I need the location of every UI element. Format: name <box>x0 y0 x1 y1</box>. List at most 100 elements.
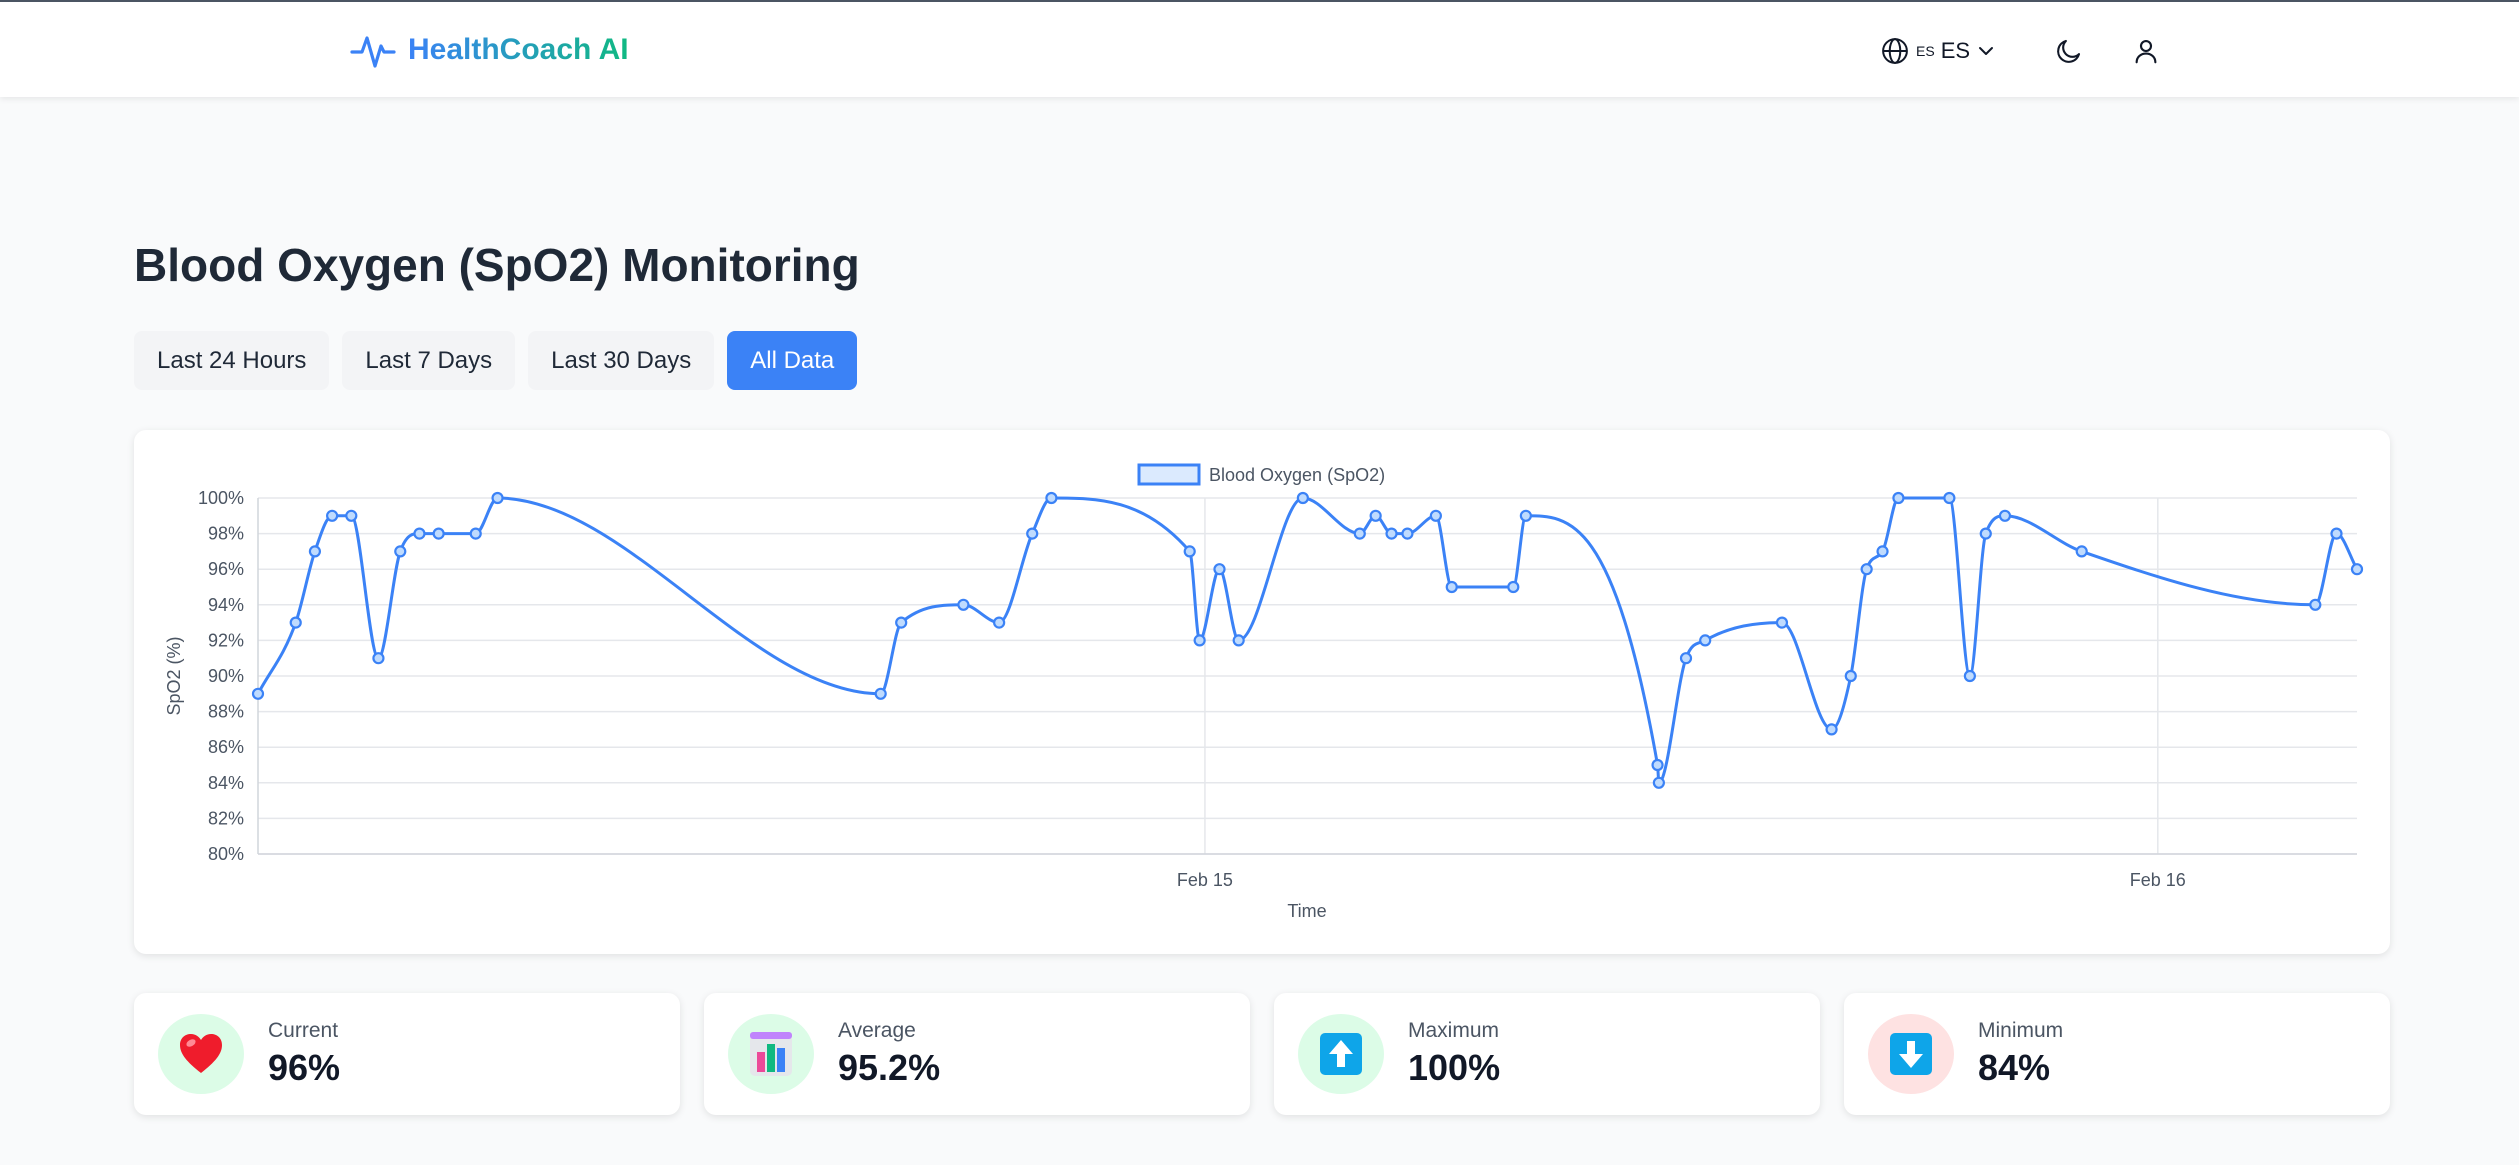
dark-mode-toggle[interactable] <box>2050 32 2088 70</box>
data-point[interactable] <box>1183 545 1196 558</box>
stat-card-maximum: Maximum 100% <box>1274 993 1820 1115</box>
data-point[interactable] <box>1860 563 1873 576</box>
data-point[interactable] <box>1963 669 1976 683</box>
moon-icon <box>2057 39 2081 63</box>
data-point[interactable] <box>1519 509 1532 522</box>
data-point[interactable] <box>1045 491 1058 505</box>
data-point[interactable] <box>1825 723 1838 736</box>
tab-all-data[interactable]: All Data <box>727 331 858 390</box>
data-point[interactable] <box>2350 563 2364 576</box>
data-point[interactable] <box>1844 669 1857 683</box>
y-tick-label: 96% <box>208 559 244 579</box>
user-icon <box>2135 39 2157 64</box>
y-tick-label: 86% <box>208 737 244 757</box>
legend-swatch <box>1137 463 1201 486</box>
y-tick-label: 100% <box>198 488 244 508</box>
stat-label: Average <box>838 1019 916 1042</box>
data-point[interactable] <box>993 616 1006 629</box>
data-point[interactable] <box>1385 527 1398 540</box>
stat-card-average: Average 95.2% <box>704 993 1250 1115</box>
chevron-down-icon <box>1979 47 1994 55</box>
language-code-small: ES <box>1916 43 1935 59</box>
user-profile-button[interactable] <box>2127 32 2165 70</box>
page-title: Blood Oxygen (SpO2) Monitoring <box>134 239 860 291</box>
data-point[interactable] <box>1296 491 1309 505</box>
data-point[interactable] <box>874 687 887 700</box>
data-point[interactable] <box>1026 527 1039 540</box>
y-axis-title: SpO2 (%) <box>164 636 184 715</box>
data-point[interactable] <box>372 652 385 665</box>
up-arrow-icon <box>1320 1033 1362 1075</box>
data-point[interactable] <box>895 616 908 629</box>
bar-chart-icon <box>750 1032 792 1076</box>
y-tick-label: 98% <box>208 524 244 544</box>
data-point[interactable] <box>432 527 445 540</box>
heartbeat-icon <box>350 36 396 68</box>
stat-label: Current <box>268 1019 339 1042</box>
legend-label: Blood Oxygen (SpO2) <box>1209 465 1385 485</box>
stat-label: Minimum <box>1978 1019 2064 1042</box>
x-tick-label: Feb 16 <box>2130 870 2186 890</box>
down-arrow-icon <box>1890 1033 1932 1075</box>
data-point[interactable] <box>491 491 504 505</box>
tab-last-24-hours[interactable]: Last 24 Hours <box>134 331 330 390</box>
data-point[interactable] <box>469 527 482 540</box>
data-point[interactable] <box>1699 634 1712 647</box>
data-point[interactable] <box>2330 527 2343 540</box>
data-point[interactable] <box>1353 527 1366 540</box>
y-tick-label: 88% <box>208 702 244 722</box>
data-point[interactable] <box>251 687 265 700</box>
data-point[interactable] <box>957 598 970 611</box>
brand-name: HealthCoach AI <box>408 33 629 66</box>
chart-legend[interactable]: Blood Oxygen (SpO2) <box>1137 463 1385 486</box>
data-point[interactable] <box>1193 634 1206 647</box>
stat-icon-bg <box>1298 1014 1384 1094</box>
data-point[interactable] <box>1507 580 1520 594</box>
x-axis-title: Time <box>1287 901 1326 921</box>
data-point[interactable] <box>1943 491 1956 505</box>
time-range-tabs: Last 24 Hours Last 7 Days Last 30 Days A… <box>134 331 858 390</box>
data-point[interactable] <box>1232 634 1245 647</box>
data-point[interactable] <box>2075 545 2088 558</box>
data-point[interactable] <box>289 616 302 629</box>
data-point[interactable] <box>1401 527 1414 540</box>
y-tick-label: 80% <box>208 844 244 864</box>
data-point[interactable] <box>1213 563 1226 576</box>
y-tick-label: 94% <box>208 595 244 615</box>
data-point[interactable] <box>1652 776 1665 789</box>
data-point[interactable] <box>326 509 339 522</box>
tab-last-7-days[interactable]: Last 7 Days <box>342 331 516 390</box>
stat-icon-bg <box>728 1014 814 1094</box>
data-point[interactable] <box>1651 758 1664 772</box>
stat-value: 84% <box>1978 1047 2051 1088</box>
y-tick-label: 84% <box>208 773 244 793</box>
spo2-chart-card: 100% 98% 96% 94% 92% 90% 88% 86% 84% 82% 80% Feb 15… <box>134 430 2390 954</box>
data-point[interactable] <box>413 527 426 540</box>
language-code: ES <box>1940 38 1971 63</box>
data-point[interactable] <box>1775 616 1789 629</box>
data-point[interactable] <box>308 545 322 558</box>
data-point[interactable] <box>1429 509 1442 522</box>
data-point[interactable] <box>394 545 407 558</box>
data-point[interactable] <box>1892 491 1905 505</box>
stat-value: 100% <box>1408 1047 1501 1088</box>
brand-logo[interactable]: HealthCoach AI <box>350 28 629 72</box>
data-point[interactable] <box>1876 545 1889 558</box>
data-point[interactable] <box>1979 527 1992 540</box>
stat-value: 95.2% <box>838 1047 941 1088</box>
spo2-line-chart: 100% 98% 96% 94% 92% 90% 88% 86% 84% 82% 80% Feb 15… <box>164 463 2364 921</box>
data-point[interactable] <box>345 509 358 522</box>
globe-icon <box>1882 38 1908 64</box>
data-point[interactable] <box>1445 580 1458 594</box>
data-point[interactable] <box>1998 509 2012 522</box>
tab-last-30-days[interactable]: Last 30 Days <box>528 331 715 390</box>
data-point[interactable] <box>1679 652 1693 665</box>
language-selector[interactable]: ES ES <box>1880 32 1996 70</box>
y-tick-label: 92% <box>208 630 244 650</box>
stat-value: 96% <box>268 1047 341 1088</box>
y-tick-label: 90% <box>208 666 244 686</box>
app-header: HealthCoach AI ES ES <box>0 0 2519 97</box>
data-point[interactable] <box>1369 509 1382 522</box>
heart-icon <box>180 1034 222 1073</box>
data-point[interactable] <box>2309 598 2322 611</box>
